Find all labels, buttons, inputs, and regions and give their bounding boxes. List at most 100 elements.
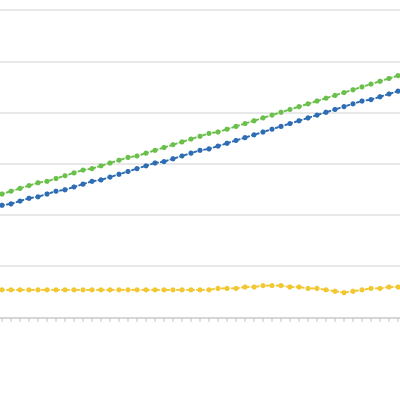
data-point [350,101,356,107]
data-point [98,177,104,183]
data-point [197,147,203,153]
data-point [242,284,248,290]
data-point [179,153,185,159]
data-point [26,195,32,201]
data-point [368,96,374,103]
data-point [332,92,338,98]
data-point [377,285,383,292]
data-point [260,129,266,135]
data-point [116,287,122,293]
data-point [224,126,230,132]
data-point [188,150,194,156]
data-point [287,106,293,113]
data-point [53,287,59,293]
data-point [116,171,122,177]
data-point [359,98,365,104]
data-point [197,287,203,293]
data-point [269,282,275,289]
data-point [161,144,167,151]
data-point [26,182,32,189]
data-point [134,287,140,293]
data-point [359,84,365,90]
data-point [206,130,212,137]
data-point [341,89,347,96]
data-point [260,115,266,121]
data-point [107,174,113,180]
data-point [71,184,77,190]
data-point [296,284,302,290]
data-point [251,118,257,124]
data-point [170,287,176,293]
data-point [224,285,230,292]
data-point [53,175,59,182]
data-point [8,201,14,207]
data-point [197,133,203,139]
data-point [323,287,329,293]
data-point [206,287,212,293]
data-point [350,87,356,93]
data-point [44,287,50,293]
data-point [233,123,239,129]
data-point [26,287,32,293]
data-point [251,132,257,138]
data-point [350,288,356,294]
data-point [242,120,248,127]
data-point [224,140,230,146]
data-point [80,167,86,173]
data-point [17,287,23,293]
data-point [71,287,77,293]
data-point [53,188,59,194]
data-point [341,290,347,296]
data-point [296,118,302,124]
data-point [89,287,95,293]
data-point [215,129,221,135]
data-point [8,188,14,194]
data-point [80,181,86,187]
data-point [125,168,131,175]
data-point [107,287,113,293]
data-point [152,147,158,153]
data-point [125,154,131,160]
data-point [278,109,284,115]
data-point [332,288,338,294]
data-point [44,191,50,197]
data-point [161,158,167,165]
data-point [98,163,104,169]
data-point [107,160,113,166]
data-point [44,178,50,184]
data-point [215,143,221,149]
data-point [368,81,374,87]
data-point [215,285,221,292]
data-point [314,285,320,292]
data-point [98,287,104,293]
data-point [35,180,41,186]
series-1 [0,88,400,208]
data-point [35,194,41,200]
data-point [0,202,5,208]
data-point [134,153,140,159]
data-point [0,287,5,293]
data-point [314,112,320,118]
data-point [278,282,284,289]
data-point [395,88,400,94]
data-point [179,287,185,293]
data-point [188,136,194,142]
data-point [260,282,266,289]
data-point [89,178,95,184]
data-point [143,150,149,156]
data-point [341,104,347,110]
data-point [332,106,338,113]
data-point [269,112,275,118]
data-point [206,146,212,152]
data-point [170,156,176,162]
data-point [305,285,311,292]
data-point [386,75,392,82]
data-point [143,163,149,169]
data-point [377,78,383,84]
data-point [323,95,329,101]
data-point [62,187,68,193]
data-point [170,142,176,148]
data-point [386,91,392,97]
data-point [296,104,302,110]
